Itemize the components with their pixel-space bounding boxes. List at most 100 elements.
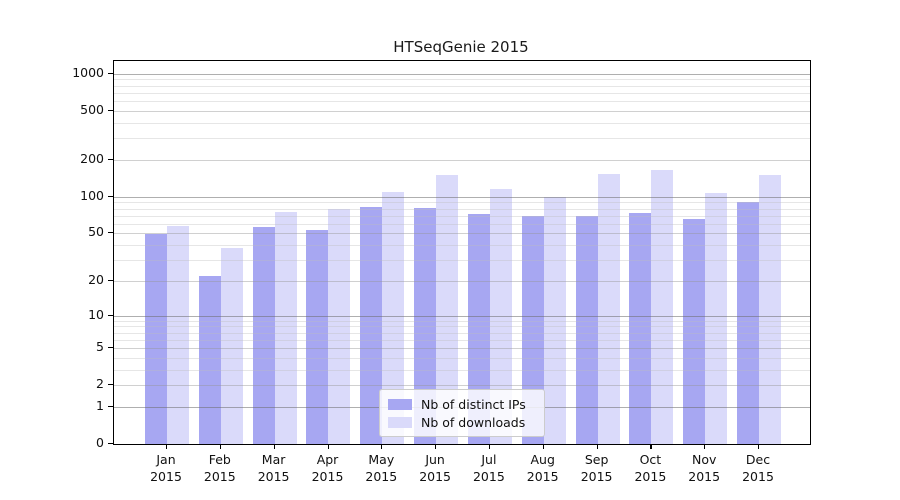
gridline-minor-900 (114, 79, 810, 81)
gridline-minor-8 (114, 326, 810, 328)
legend-item-distinct-ips: Nb of distinct IPs (388, 395, 536, 413)
bar-ips-apr (306, 230, 329, 444)
gridline-minor-4 (114, 357, 810, 359)
x-tick-label-sep: Sep 2015 (580, 452, 613, 484)
bar-downloads-sep (597, 173, 620, 444)
gridline-minor-600 (114, 101, 810, 103)
bar-ips-mar (252, 227, 275, 444)
gridline-5 (114, 348, 810, 349)
gridline-minor-30 (114, 260, 810, 261)
y-tick-label-0: 0 (96, 435, 104, 450)
y-tick-label-1000: 1000 (72, 64, 104, 80)
y-tick-2 (108, 384, 113, 386)
y-tick-label-20: 20 (88, 271, 104, 287)
x-tick-label-apr: Apr 2015 (311, 452, 344, 484)
x-tick-label-jan: Jan 2015 (150, 452, 182, 484)
y-tick-label-100: 100 (80, 187, 104, 203)
y-tick-5 (108, 347, 113, 349)
legend-swatch-downloads-icon (388, 416, 412, 428)
bar-ips-dec (737, 202, 760, 444)
legend: Nb of distinct IPs Nb of downloads (379, 389, 545, 437)
y-tick-label-200: 200 (80, 150, 104, 166)
bar-ips-oct (629, 212, 652, 444)
x-tick-label-may: May 2015 (365, 452, 398, 484)
bar-downloads-jan (167, 226, 189, 444)
x-tick-dec (758, 444, 760, 449)
bar-ips-jun (414, 207, 437, 444)
bar-ips-jan (145, 234, 167, 444)
x-tick-label-dec: Dec 2015 (742, 452, 774, 484)
bar-ips-sep (575, 215, 598, 444)
bar-ips-nov (683, 218, 706, 444)
gridline-10 (114, 315, 810, 317)
y-tick-label-50: 50 (88, 224, 104, 240)
x-tick-label-oct: Oct 2015 (634, 452, 667, 484)
chart-title: HTSeqGenie 2015 (393, 38, 529, 56)
bar-downloads-nov (705, 193, 728, 444)
y-tick-label-5: 5 (96, 339, 104, 354)
x-tick-aug (542, 444, 544, 449)
bar-downloads-mar (274, 211, 297, 444)
bar-ips-aug (521, 216, 544, 444)
bar-downloads-may (382, 191, 405, 444)
gridline-minor-90 (114, 202, 810, 204)
y-tick-200 (108, 158, 113, 160)
gridline-minor-9 (114, 320, 810, 322)
x-tick-nov (704, 444, 706, 449)
x-tick-sep (596, 444, 598, 449)
gridline-20 (114, 280, 810, 282)
x-tick-may (381, 444, 383, 449)
y-tick-0 (108, 443, 113, 445)
gridline-minor-40 (114, 245, 810, 246)
gridline-minor-700 (114, 92, 810, 94)
bar-downloads-jun (436, 174, 459, 444)
bar-downloads-dec (759, 175, 782, 444)
gridline-minor-3 (114, 369, 810, 371)
gridline-500 (114, 110, 810, 112)
x-tick-label-nov: Nov 2015 (688, 452, 721, 484)
gridline-minor-800 (114, 85, 810, 87)
gridline-minor-300 (114, 138, 810, 140)
x-tick-jan (166, 444, 168, 449)
bar-ips-jul (467, 214, 490, 444)
bar-downloads-oct (651, 170, 674, 444)
gridline-minor-400 (114, 122, 810, 124)
x-tick-label-jun: Jun 2015 (419, 452, 451, 484)
gridline-minor-80 (114, 208, 810, 210)
y-tick-10 (108, 314, 113, 316)
bar-downloads-apr (328, 208, 351, 444)
gridline-2 (114, 385, 810, 387)
y-tick-label-10: 10 (88, 306, 104, 322)
gridline-minor-7 (114, 332, 810, 334)
x-tick-jun (435, 444, 437, 449)
x-tick-feb (219, 444, 221, 449)
y-tick-500 (108, 109, 113, 111)
x-tick-label-feb: Feb 2015 (203, 452, 236, 484)
legend-swatch-ips-icon (388, 398, 412, 410)
y-tick-label-2: 2 (96, 376, 104, 392)
legend-label-downloads: Nb of downloads (421, 414, 526, 430)
x-tick-label-aug: Aug 2015 (526, 452, 559, 484)
bar-ips-feb (198, 276, 221, 444)
y-tick-50 (108, 232, 113, 234)
y-tick-1000 (108, 72, 113, 74)
y-tick-1 (108, 405, 113, 408)
y-tick-label-1: 1 (96, 397, 104, 413)
y-tick-100 (108, 195, 113, 197)
plot-area (113, 60, 811, 445)
bar-ips-may (360, 207, 383, 444)
gridline-1000 (114, 73, 810, 75)
gridline-minor-6 (114, 339, 810, 341)
legend-label-distinct-ips: Nb of distinct IPs (421, 396, 526, 412)
bar-downloads-aug (543, 196, 566, 444)
legend-item-downloads: Nb of downloads (388, 413, 536, 431)
x-tick-apr (327, 444, 329, 449)
gridline-200 (114, 159, 810, 161)
gridline-100 (114, 196, 810, 198)
gridline-50 (114, 233, 810, 235)
y-tick-20 (108, 279, 113, 281)
gridline-minor-70 (114, 215, 810, 217)
x-tick-label-mar: Mar 2015 (257, 452, 290, 484)
x-tick-jul (488, 444, 491, 449)
